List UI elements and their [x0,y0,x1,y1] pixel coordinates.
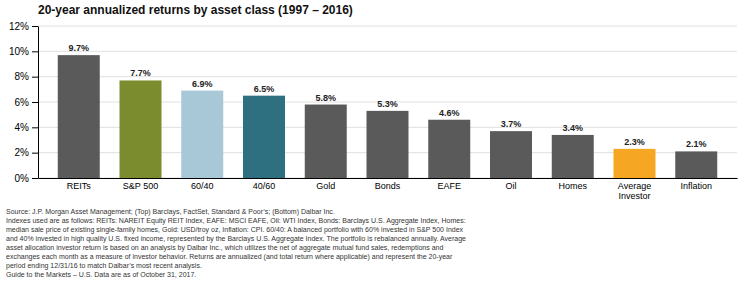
annotations: Source: J.P. Morgan Asset Management; (T… [6,208,466,278]
data-label: 5.8% [315,93,336,103]
x-tick-label-line: Oil [505,181,516,191]
y-axis: 0% 2% 4% 6% 8% 10% 12% [9,21,39,184]
x-tick: Oil [505,181,516,191]
x-tick-label: Bonds [375,181,401,191]
x-tick: 60/40 [191,181,214,191]
bar [490,131,532,178]
y-tick: 0% [15,173,38,184]
x-tick-label-line: REITs [67,181,92,191]
x-tick: AverageInvestor [618,181,651,201]
x-tick-label-line: 60/40 [191,181,214,191]
y-tick: 4% [15,122,38,133]
x-tick: EAFE [437,181,461,191]
annotation: median sale price of existing single-fam… [6,226,464,234]
bar [675,151,717,178]
x-tick-label-line: 40/60 [253,181,276,191]
y-tick-mark [32,153,38,154]
x-tick: 40/60 [253,181,276,191]
x-axis: REITs S&P 500 60/40 40/60 Gold Bonds EAFE Oil Ho… [39,179,738,202]
chart: 9.7% 7.7% 6.9% 6.5% 5.8% 5.3% 4.6% 3.7% 3.4% 2.3%… [0,0,749,295]
x-tick: Gold [316,181,335,191]
x-tick-label-line: Inflation [680,181,712,191]
x-tick: Inflation [680,181,712,191]
x-tick-label: S&P 500 [123,181,158,191]
bar [243,96,285,178]
annotation: exchanges each month as a measure of inv… [6,253,453,261]
y-tick-label: 0% [15,173,30,184]
grid-line [38,51,737,52]
x-tick-label-line: Homes [558,181,587,191]
x-tick-label-line: Investor [618,191,650,201]
x-tick-label: Homes [558,181,587,191]
y-tick-mark [32,26,38,27]
data-label: 7.7% [130,68,151,78]
bar [428,120,470,178]
y-tick-mark [32,178,38,179]
y-tick: 2% [15,147,38,158]
y-tick-label: 10% [9,46,29,57]
y-tick-label: 4% [15,122,30,133]
data-label: 3.4% [562,123,583,133]
x-tick-label-line: Average [618,181,651,191]
bar [58,55,100,178]
y-tick: 12% [9,21,38,32]
y-tick-label: 8% [15,71,30,82]
annotation: Guide to the Markets – U.S. Data are as … [6,271,196,278]
y-tick-label: 2% [15,147,30,158]
y-tick-mark [32,77,38,78]
y-axis-line [38,27,39,179]
x-tick-label: Gold [316,181,335,191]
annotation: asset allocation investor return is base… [6,244,443,252]
bar [614,149,656,178]
annotation: Indexes used are as follows: REITs: NARE… [6,217,466,225]
data-label: 6.9% [192,79,213,89]
bar [181,91,223,178]
bar [305,105,347,178]
bars [58,55,717,178]
y-tick-mark [32,102,38,103]
bar [367,111,409,178]
data-label: 2.1% [686,139,707,149]
x-tick-label: Oil [505,181,516,191]
x-tick: S&P 500 [123,181,158,191]
annotation: Source: J.P. Morgan Asset Management; (T… [6,208,335,216]
annotation: and 40% invested in high quality U.S. fi… [6,235,466,243]
y-tick-label: 12% [9,21,29,32]
bar [120,80,162,178]
title: 20-year annualized returns by asset clas… [38,3,353,17]
data-labels: 9.7% 7.7% 6.9% 6.5% 5.8% 5.3% 4.6% 3.7% 3.4% 2.3%… [68,43,706,149]
grid-line [38,26,737,27]
data-label: 5.3% [377,99,398,109]
annotation: period ending 12/31/16 to match Dalbar’s… [6,262,202,270]
y-tick-mark [32,127,38,128]
x-tick-label-line: EAFE [437,181,461,191]
y-tick-label: 6% [15,97,30,108]
x-tick-label-line: S&P 500 [123,181,158,191]
x-tick-label: Inflation [680,181,712,191]
y-tick: 8% [15,71,38,82]
data-label: 4.6% [439,108,460,118]
y-tick-mark [32,51,38,52]
data-label: 6.5% [254,84,275,94]
x-tick: REITs [67,181,92,191]
y-tick: 10% [9,46,38,57]
x-tick-label-line: Bonds [375,181,401,191]
x-tick-label: REITs [67,181,92,191]
bar [552,135,594,178]
x-axis-line [39,178,738,179]
x-tick-label-line: Gold [316,181,335,191]
grid [38,26,737,178]
x-tick-label: EAFE [437,181,461,191]
x-tick: Homes [558,181,587,191]
data-label: 2.3% [624,137,645,147]
x-tick-label: 40/60 [253,181,276,191]
x-tick-label: 60/40 [191,181,214,191]
y-tick: 6% [15,97,38,108]
x-tick: Bonds [375,181,401,191]
data-label: 9.7% [68,43,89,53]
x-tick-label: AverageInvestor [618,181,651,201]
data-label: 3.7% [501,119,522,129]
